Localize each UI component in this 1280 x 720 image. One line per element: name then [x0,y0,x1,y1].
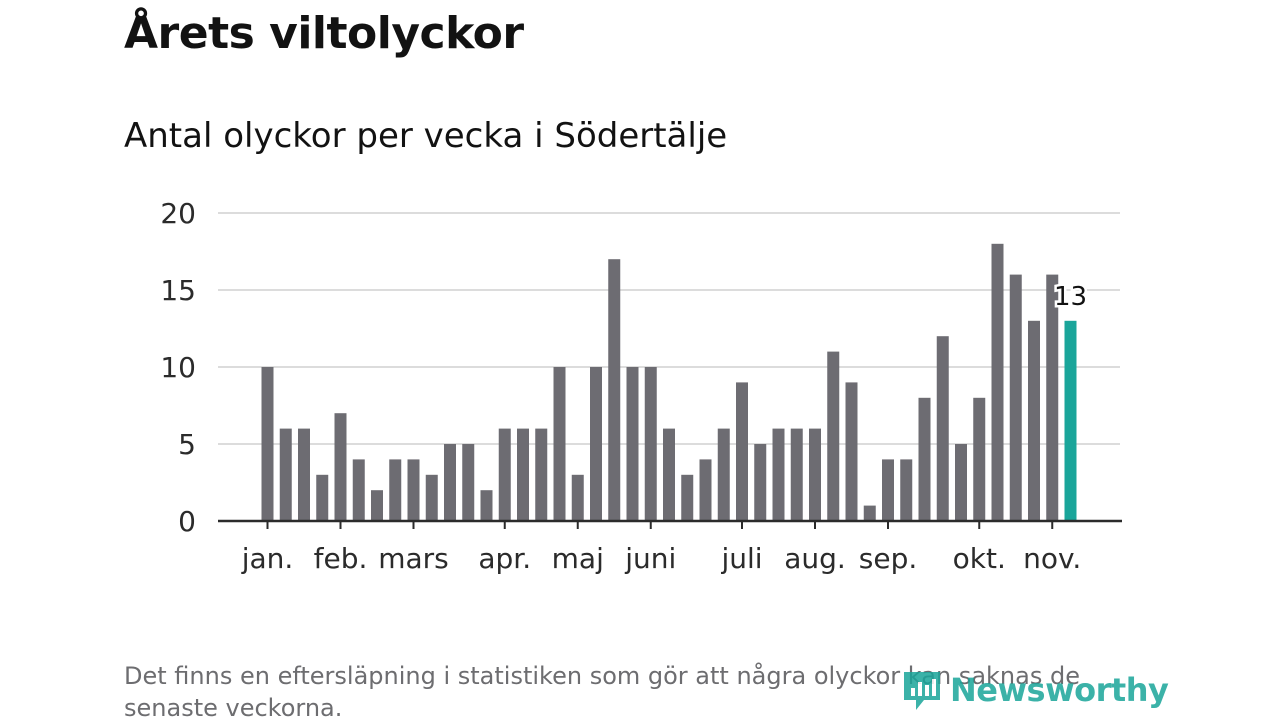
bar [553,367,566,521]
bar [681,474,694,521]
bar [809,428,821,521]
bar [608,259,621,521]
x-tick-label: juli [720,542,762,575]
x-tick-label: mars [378,542,449,575]
page-title: Årets viltolyckor [124,8,524,59]
x-tick-label: aug. [784,542,846,575]
y-tick-label: 15 [160,274,196,307]
bar [462,444,475,521]
bar [316,474,329,521]
y-tick-label: 0 [178,505,196,538]
newsworthy-logo-icon [904,672,940,710]
bar [334,413,347,521]
bar [1009,274,1022,521]
bar-highlight [1064,320,1077,521]
bar [644,367,657,521]
x-tick-label: nov. [1023,542,1081,575]
x-tick-label: sep. [859,542,918,575]
bar [498,428,511,521]
bar [352,459,365,521]
bar [918,397,931,521]
bar [298,428,310,521]
x-tick-label: juni [624,542,676,575]
bar [827,351,840,521]
bar [480,490,493,521]
y-tick-label: 20 [160,197,196,230]
logo-text: Newsworthy [950,671,1169,709]
bar [790,428,803,521]
x-tick-label: feb. [314,542,368,575]
bar [882,459,894,521]
bar [845,382,858,521]
bar [444,444,456,521]
bar [699,459,712,521]
bar [425,474,438,521]
bar [754,444,767,521]
bar [535,428,548,521]
highlight-value-label: 13 [1054,282,1087,312]
bar [407,459,420,521]
y-tick-label: 10 [160,351,196,384]
bar [371,490,383,521]
bar [973,397,986,521]
bar [717,428,730,521]
bar [389,459,402,521]
bar-chart: 0 5 10 15 20 13 jan. feb. mars apr. maj juni juli aug… [160,197,1122,575]
newsworthy-logo[interactable]: Newsworthy [900,668,1169,712]
bar [772,428,785,521]
bar [1046,274,1059,521]
bar [279,428,292,521]
bar [261,367,274,521]
bar [1028,320,1040,521]
bar [517,428,529,521]
y-tick-label: 5 [178,428,196,461]
bar [863,505,876,521]
bar [955,444,967,521]
x-tick-label: apr. [478,542,531,575]
x-tick-label: jan. [241,542,294,575]
bar [991,243,1004,522]
bar [736,382,748,521]
bar [590,367,602,521]
x-tick-label: maj [552,542,604,575]
bar [663,428,675,521]
x-tick-label: okt. [953,542,1006,575]
bar [626,367,639,521]
bar [900,459,913,521]
chart-subtitle: Antal olyckor per vecka i Södertälje [124,116,728,156]
bar [936,336,949,521]
bar [571,474,584,521]
